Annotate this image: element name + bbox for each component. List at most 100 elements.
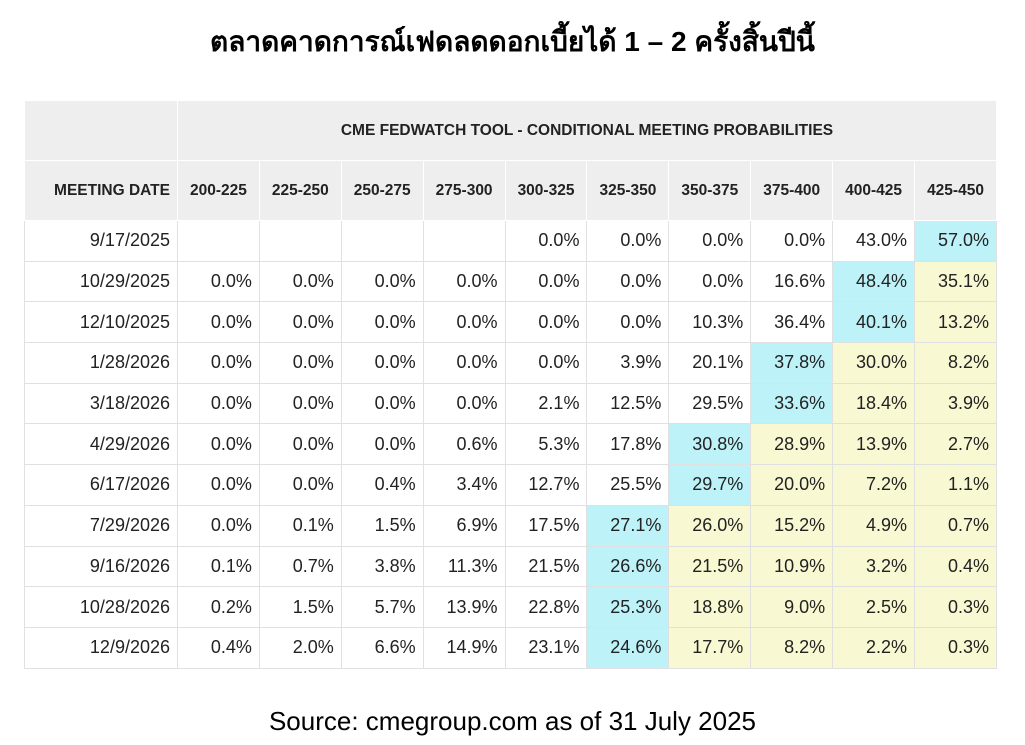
table-row: 12/10/2025 0.0% 0.0% 0.0% 0.0% 0.0% 0.0% 10.3% 3… xyxy=(24,301,997,344)
table-row: 10/29/2025 0.0% 0.0% 0.0% 0.0% 0.0% 0.0% 0.0% 16… xyxy=(24,260,997,303)
probability-cell: 0.7% xyxy=(914,504,997,547)
table-body: 9/17/2025 0.0% 0.0% 0.0% 0.0% 43.0% 57.0% 10/29… xyxy=(24,220,997,669)
probability-cell: 10.3% xyxy=(668,301,752,344)
probability-cell: 0.0% xyxy=(504,342,588,384)
table-row: 6/17/2026 0.0% 0.0% 0.4% 3.4% 12.7% 25.5% 29.7%… xyxy=(24,464,997,506)
probability-cell: 0.0% xyxy=(586,301,670,344)
meeting-date: 10/28/2026 xyxy=(24,586,178,628)
probability-cell: 3.2% xyxy=(832,545,916,588)
table-row: 3/18/2026 0.0% 0.0% 0.0% 0.0% 2.1% 12.5% 29.5% 3… xyxy=(24,382,997,425)
table-head: CME FEDWATCH TOOL - CONDITIONAL MEETING … xyxy=(24,100,997,221)
probability-cell: 25.5% xyxy=(586,464,670,506)
table-row: 12/9/2026 0.4% 2.0% 6.6% 14.9% 23.1% 24.6% 17.7… xyxy=(24,626,997,669)
probability-cell: 28.9% xyxy=(750,423,834,466)
probability-cell: 0.0% xyxy=(340,342,424,384)
column-header: 400-425 xyxy=(832,160,916,221)
column-header: 375-400 xyxy=(750,160,834,221)
probability-cell: 0.0% xyxy=(340,301,424,344)
probability-cell: 27.1% xyxy=(586,504,670,547)
probability-cell: 26.6% xyxy=(586,545,670,588)
probability-cell: 33.6% xyxy=(750,382,834,425)
meeting-date: 12/9/2026 xyxy=(24,626,178,669)
probability-cell: 16.6% xyxy=(750,260,834,303)
probability-cell: 2.0% xyxy=(258,626,342,669)
probability-cell: 0.0% xyxy=(177,423,260,466)
corner-cell xyxy=(24,100,178,161)
probability-cell: 0.0% xyxy=(340,382,424,425)
probability-cell: 2.2% xyxy=(832,626,916,669)
probability-cell: 0.0% xyxy=(177,260,260,303)
probability-cell: 0.0% xyxy=(668,260,752,303)
meeting-date: 10/29/2025 xyxy=(24,260,178,303)
probability-cell: 0.2% xyxy=(177,586,260,628)
probability-cell: 7.2% xyxy=(832,464,916,506)
probability-cell: 0.6% xyxy=(422,423,506,466)
probability-cell: 0.0% xyxy=(340,423,424,466)
probability-cell: 37.8% xyxy=(750,342,834,384)
probability-cell: 0.0% xyxy=(258,423,342,466)
probability-cell: 0.1% xyxy=(177,545,260,588)
column-header: 425-450 xyxy=(914,160,997,221)
probability-cell: 13.9% xyxy=(422,586,506,628)
probability-cell: 20.1% xyxy=(668,342,752,384)
probability-cell: 0.0% xyxy=(340,260,424,303)
meeting-date: 9/17/2025 xyxy=(24,220,178,262)
probability-cell: 2.5% xyxy=(832,586,916,628)
meeting-date: 9/16/2026 xyxy=(24,545,178,588)
probability-cell: 35.1% xyxy=(914,260,997,303)
title: ตลาดคาดการณ์เฟดลดดอกเบี้ยได้ 1 – 2 ครั้ง… xyxy=(210,26,815,57)
probability-cell: 1.1% xyxy=(914,464,997,506)
probability-cell: 10.9% xyxy=(750,545,834,588)
probability-cell: 0.0% xyxy=(422,382,506,425)
table-row: 9/16/2026 0.1% 0.7% 3.8% 11.3% 21.5% 26.6% 21.5… xyxy=(24,545,997,588)
probability-cell: 5.7% xyxy=(340,586,424,628)
probability-cell: 48.4% xyxy=(832,260,916,303)
probability-table: CME FEDWATCH TOOL - CONDITIONAL MEETING … xyxy=(24,100,997,669)
meeting-date: 12/10/2025 xyxy=(24,301,178,344)
probability-cell: 18.4% xyxy=(832,382,916,425)
probability-cell: 8.2% xyxy=(750,626,834,669)
probability-cell: 17.7% xyxy=(668,626,752,669)
probability-cell: 0.0% xyxy=(177,301,260,344)
probability-cell xyxy=(422,220,506,262)
probability-cell: 0.0% xyxy=(258,301,342,344)
probability-cell: 0.4% xyxy=(914,545,997,588)
probability-cell: 0.0% xyxy=(258,260,342,303)
probability-cell: 0.0% xyxy=(177,342,260,384)
probability-cell: 30.8% xyxy=(668,423,752,466)
probability-cell: 5.3% xyxy=(504,423,588,466)
table-row: 7/29/2026 0.0% 0.1% 1.5% 6.9% 17.5% 27.1% 26.0%… xyxy=(24,504,997,547)
probability-cell: 0.0% xyxy=(422,301,506,344)
meeting-date: 7/29/2026 xyxy=(24,504,178,547)
probability-cell: 24.6% xyxy=(586,626,670,669)
probability-cell xyxy=(340,220,424,262)
probability-cell: 0.0% xyxy=(422,260,506,303)
probability-cell: 29.5% xyxy=(668,382,752,425)
probability-cell: 0.0% xyxy=(586,220,670,262)
column-header: 300-325 xyxy=(504,160,588,221)
probability-cell: 15.2% xyxy=(750,504,834,547)
probability-cell: 1.5% xyxy=(258,586,342,628)
probability-cell: 0.0% xyxy=(258,464,342,506)
probability-cell: 2.7% xyxy=(914,423,997,466)
probability-cell: 9.0% xyxy=(750,586,834,628)
table-row: 4/29/2026 0.0% 0.0% 0.0% 0.6% 5.3% 17.8% 30.8% 2… xyxy=(24,423,997,466)
column-header: 250-275 xyxy=(340,160,424,221)
probability-cell: 0.7% xyxy=(258,545,342,588)
probability-cell: 3.8% xyxy=(340,545,424,588)
meeting-date: 1/28/2026 xyxy=(24,342,178,384)
probability-cell: 4.9% xyxy=(832,504,916,547)
probability-cell: 12.5% xyxy=(586,382,670,425)
probability-cell: 3.9% xyxy=(586,342,670,384)
probability-cell: 0.0% xyxy=(258,382,342,425)
table-caption: CME FEDWATCH TOOL - CONDITIONAL MEETING … xyxy=(177,100,997,161)
meeting-date: 6/17/2026 xyxy=(24,464,178,506)
table-row: 10/28/2026 0.2% 1.5% 5.7% 13.9% 22.8% 25.3% 18.… xyxy=(24,586,997,628)
probability-cell: 17.5% xyxy=(504,504,588,547)
caption-row: CME FEDWATCH TOOL - CONDITIONAL MEETING … xyxy=(24,100,997,161)
probability-cell: 29.7% xyxy=(668,464,752,506)
probability-cell: 13.9% xyxy=(832,423,916,466)
probability-cell: 0.4% xyxy=(340,464,424,506)
probability-cell: 11.3% xyxy=(422,545,506,588)
